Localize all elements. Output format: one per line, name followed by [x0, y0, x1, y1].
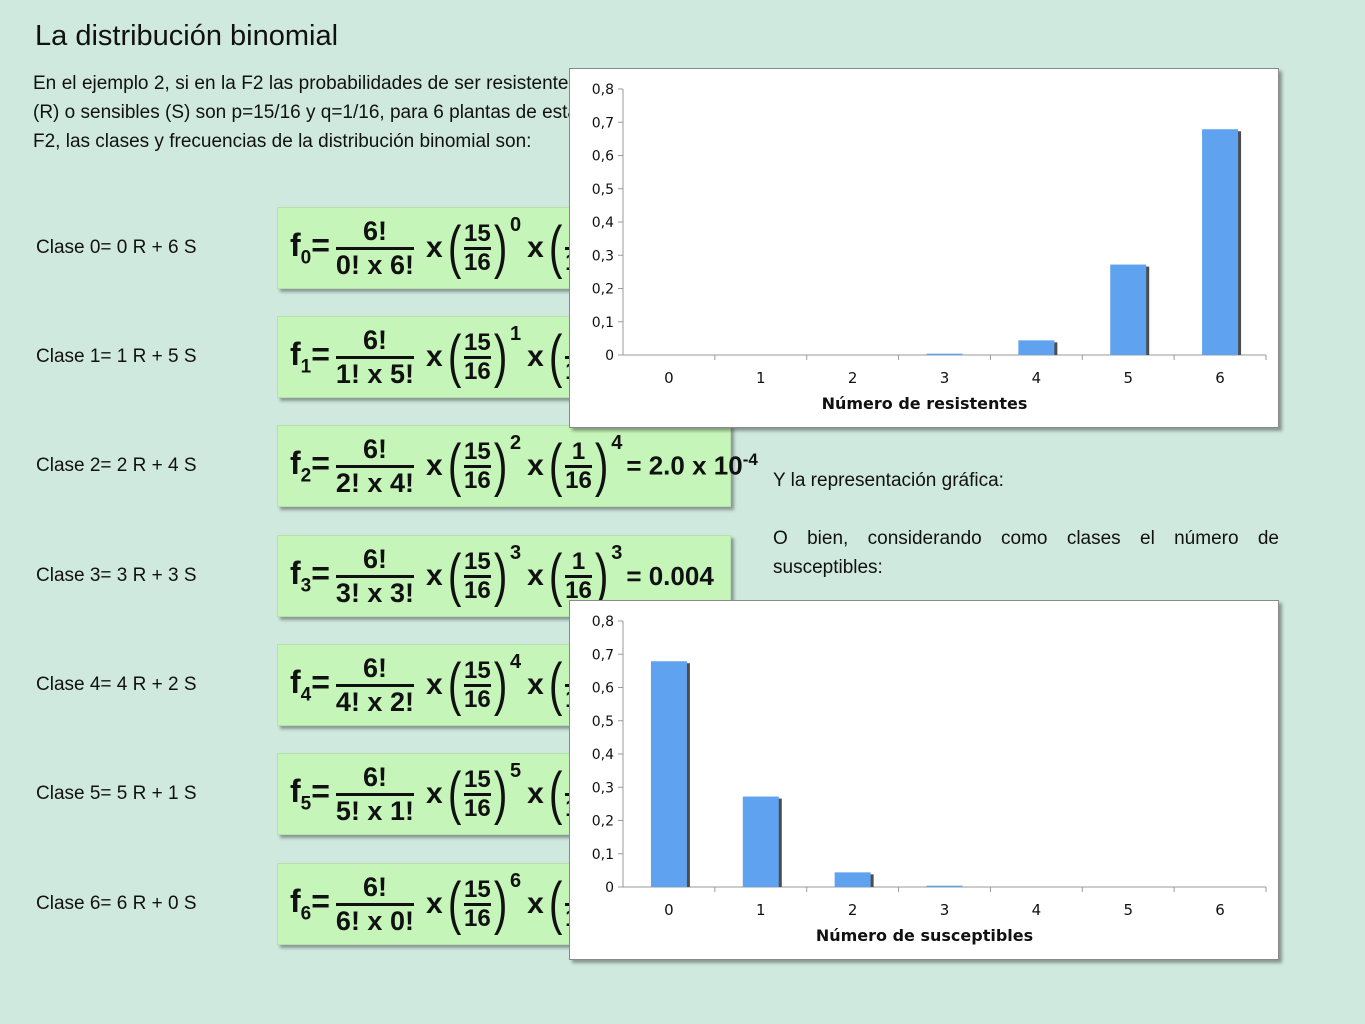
q-exponent: 3 — [611, 542, 623, 564]
y-tick-label: 0 — [605, 880, 614, 896]
chart-susceptibles-svg: 0 0,1 0,2 0,3 0,4 0,5 0,6 0,7 0,8 0 1 2 3 4 5 6 Número d… — [592, 614, 1267, 945]
bar-4 — [1018, 340, 1055, 355]
bar-5 — [1110, 264, 1147, 355]
x-tick-label: 0 — [664, 369, 674, 387]
p-exponent: 3 — [510, 542, 522, 564]
bar-0 — [650, 661, 687, 887]
y-tick-label: 0,4 — [592, 747, 614, 763]
formula-fname: f4= — [290, 663, 330, 706]
x-tick-label: 5 — [1123, 369, 1133, 387]
intro-paragraph: En el ejemplo 2, si en la F2 las probabi… — [33, 73, 578, 152]
x-tick-label: 4 — [1032, 369, 1042, 387]
bar-6 — [1202, 129, 1239, 355]
bar-3 — [926, 885, 963, 887]
q-exponent: 4 — [611, 432, 623, 454]
formula-fname: f0= — [290, 226, 330, 269]
formula-box-2: f2= 6! 2! x 4! x(15 16) 2 x(1 16) 4 = 2.0 x 10-4 — [277, 425, 758, 507]
y-tick-label: 0,2 — [592, 814, 614, 830]
chart-resistentes: 0 0,1 0,2 0,3 0,4 0,5 0,6 0,7 0,8 0 1 2 3 4 5 6 Número d… — [569, 68, 1279, 428]
y-tick-label: 0,8 — [592, 614, 614, 630]
formula-fname: f3= — [290, 554, 330, 597]
x-tick-label: 1 — [756, 901, 766, 919]
class-label-6: Clase 6= 6 R + 0 S — [36, 893, 197, 914]
x-tick-label: 0 — [664, 901, 674, 919]
y-tick-label: 0,8 — [592, 82, 614, 98]
x-axis-label: Número de susceptibles — [816, 926, 1033, 945]
class-label-3: Clase 3= 3 R + 3 S — [36, 565, 197, 586]
combinatorial-fraction: 6! 5! x 1! — [335, 761, 414, 826]
x-tick-label: 6 — [1215, 901, 1225, 919]
p-fraction: 15 16 — [463, 547, 491, 604]
p-exponent: 4 — [510, 651, 522, 673]
y-tick-label: 0,7 — [592, 647, 614, 663]
formula-fname: f1= — [290, 335, 330, 378]
class-label-2: Clase 2= 2 R + 4 S — [36, 455, 197, 476]
x-tick-label: 2 — [848, 369, 858, 387]
y-tick-label: 0,5 — [592, 714, 614, 730]
class-label-0: Clase 0= 0 R + 6 S — [36, 237, 197, 258]
y-tick-label: 0 — [605, 348, 614, 364]
p-exponent: 0 — [510, 214, 522, 236]
x-tick-label: 2 — [848, 901, 858, 919]
p-exponent: 1 — [510, 323, 522, 345]
y-tick-label: 0,3 — [592, 248, 614, 264]
p-fraction: 15 16 — [463, 765, 491, 822]
y-tick-label: 0,4 — [592, 215, 614, 231]
chart-resistentes-svg: 0 0,1 0,2 0,3 0,4 0,5 0,6 0,7 0,8 0 1 2 3 4 5 6 Número d… — [592, 82, 1267, 413]
x-tick-label: 5 — [1123, 901, 1133, 919]
formula-fname: f2= — [290, 444, 330, 487]
combinatorial-fraction: 6! 2! x 4! — [335, 433, 414, 498]
formula-result: = 2.0 x 10-4 — [626, 450, 758, 481]
bar-3 — [926, 353, 963, 355]
combinatorial-fraction: 6! 1! x 5! — [335, 324, 414, 389]
y-tick-label: 0,2 — [592, 282, 614, 298]
formula-result: = 0.004 — [626, 560, 714, 591]
chart-susceptibles: 0 0,1 0,2 0,3 0,4 0,5 0,6 0,7 0,8 0 1 2 3 4 5 6 Número d… — [569, 600, 1279, 960]
x-axis-label: Número de resistentes — [822, 394, 1028, 413]
p-fraction: 15 16 — [463, 437, 491, 494]
combinatorial-fraction: 6! 0! x 6! — [335, 215, 414, 280]
p-fraction: 15 16 — [463, 328, 491, 385]
susceptibles-intro-text: O bien, considerando como clases el núme… — [773, 528, 1279, 578]
x-tick-label: 1 — [756, 369, 766, 387]
y-tick-label: 0,6 — [592, 681, 614, 697]
x-tick-label: 3 — [940, 901, 950, 919]
graph-intro-text: Y la representación gráfica: — [773, 470, 1004, 491]
class-label-1: Clase 1= 1 R + 5 S — [36, 346, 197, 367]
y-tick-label: 0,1 — [592, 315, 614, 331]
bar-1 — [742, 796, 779, 887]
formula-fname: f5= — [290, 772, 330, 815]
p-fraction: 15 16 — [463, 875, 491, 932]
combinatorial-fraction: 6! 6! x 0! — [335, 871, 414, 936]
formula-fname: f6= — [290, 882, 330, 925]
x-tick-label: 4 — [1032, 901, 1042, 919]
p-exponent: 6 — [510, 870, 522, 892]
combinatorial-fraction: 6! 3! x 3! — [335, 543, 414, 608]
page-title: La distribución binomial — [35, 20, 339, 52]
y-tick-label: 0,6 — [592, 149, 614, 165]
x-tick-label: 3 — [940, 369, 950, 387]
p-fraction: 15 16 — [463, 656, 491, 713]
combinatorial-fraction: 6! 4! x 2! — [335, 652, 414, 717]
bar-2 — [834, 872, 871, 887]
y-tick-label: 0,1 — [592, 847, 614, 863]
class-label-5: Clase 5= 5 R + 1 S — [36, 783, 197, 804]
p-exponent: 5 — [510, 760, 522, 782]
y-tick-label: 0,3 — [592, 780, 614, 796]
class-label-4: Clase 4= 4 R + 2 S — [36, 674, 197, 695]
y-tick-label: 0,7 — [592, 115, 614, 131]
p-exponent: 2 — [510, 432, 522, 454]
x-tick-label: 6 — [1215, 369, 1225, 387]
p-fraction: 15 16 — [463, 219, 491, 276]
y-tick-label: 0,5 — [592, 182, 614, 198]
